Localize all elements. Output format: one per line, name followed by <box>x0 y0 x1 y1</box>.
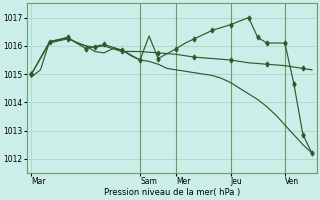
X-axis label: Pression niveau de la mer( hPa ): Pression niveau de la mer( hPa ) <box>104 188 240 197</box>
